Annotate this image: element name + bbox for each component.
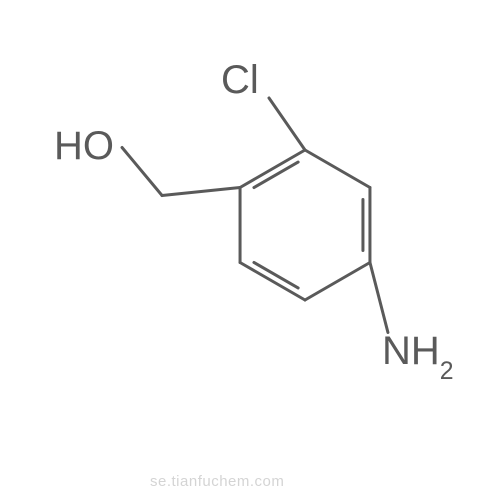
- label-ho: HO: [54, 124, 114, 169]
- label-cl: Cl: [221, 58, 259, 103]
- molecule-canvas: Cl HO NH2 se.tianfuchem.com: [0, 0, 500, 500]
- watermark-text: se.tianfuchem.com: [150, 473, 284, 490]
- label-nh2: NH2: [382, 329, 454, 380]
